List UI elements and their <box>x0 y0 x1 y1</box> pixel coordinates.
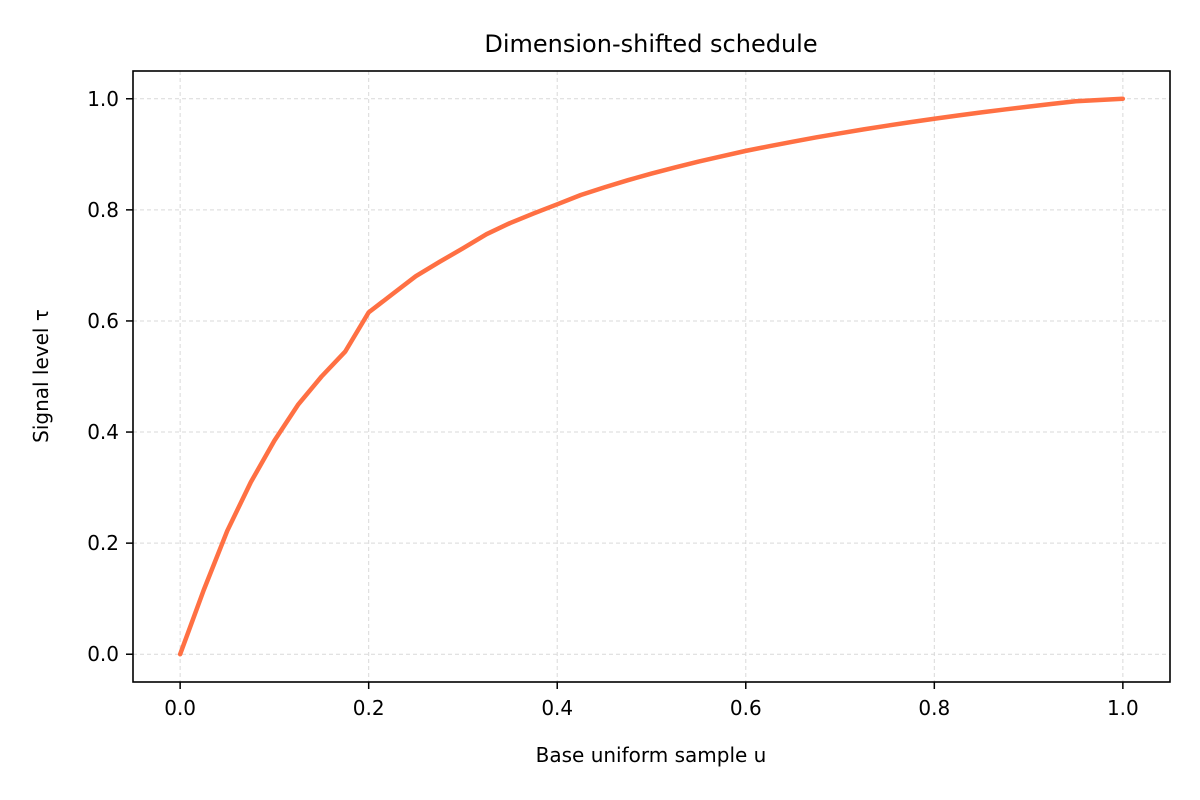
y-tick-label-0: 0.0 <box>87 642 119 666</box>
y-axis-label: Signal level τ <box>29 309 53 443</box>
x-tick-label-1: 0.2 <box>353 696 385 720</box>
series-layer <box>177 96 1126 657</box>
x-tick-label-2: 0.4 <box>541 696 573 720</box>
x-axis-label: Base uniform sample u <box>536 743 767 767</box>
y-tick-label-4: 0.8 <box>87 198 119 222</box>
y-tick-label-1: 0.2 <box>87 531 119 555</box>
x-tick-label-3: 0.6 <box>730 696 762 720</box>
x-tick-label-5: 1.0 <box>1107 696 1139 720</box>
grid-layer <box>133 71 1170 682</box>
x-tick-label-0: 0.0 <box>164 696 196 720</box>
chart-title: Dimension-shifted schedule <box>484 30 817 58</box>
y-tick-label-5: 1.0 <box>87 87 119 111</box>
plot-frame <box>132 70 1171 683</box>
x-tick-label-4: 0.8 <box>918 696 950 720</box>
y-tick-label-2: 0.4 <box>87 420 119 444</box>
y-tick-label-3: 0.6 <box>87 309 119 333</box>
series-line-0 <box>177 96 1126 657</box>
tick-layer: 0.0 0.2 0.4 0.6 0.8 1.0 0.0 0.2 0.4 0.6 0.8 1.0 <box>87 87 1139 720</box>
